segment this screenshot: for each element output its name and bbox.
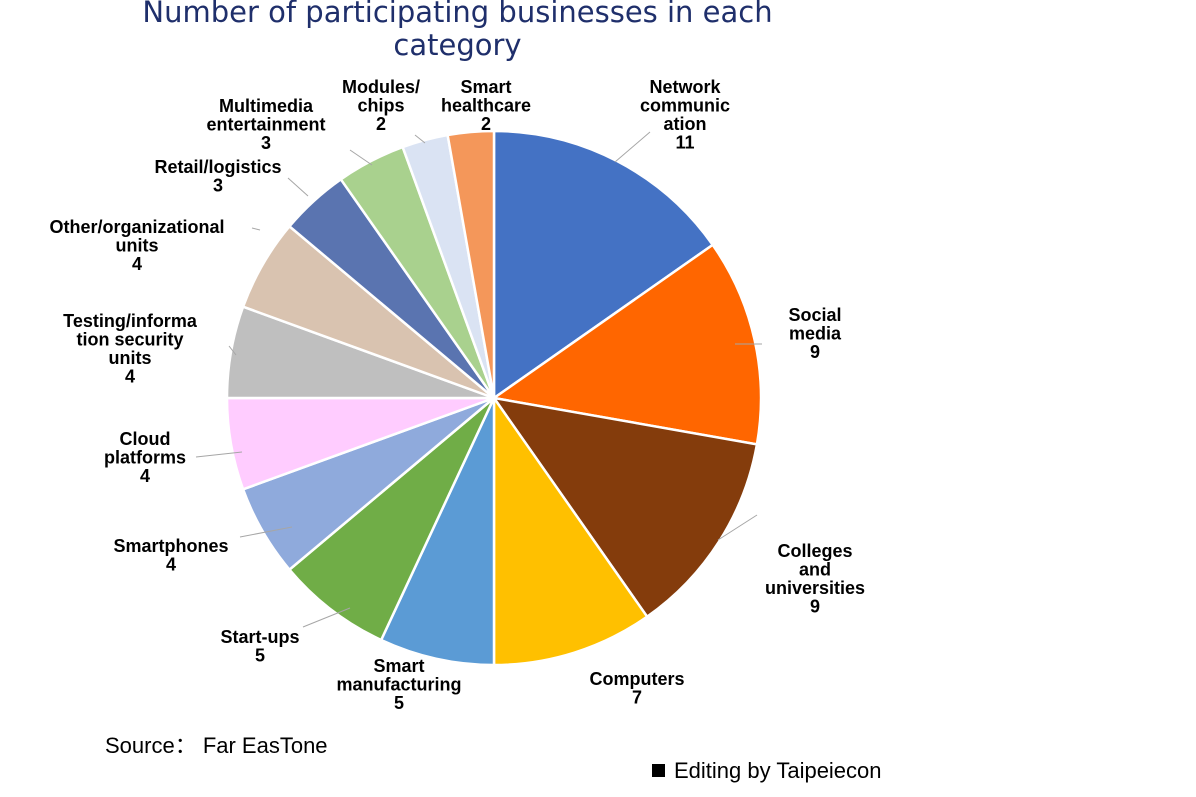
pie-slice-network-communic-ation [492, 129, 715, 401]
slice-category-label: Other/organizational [49, 217, 224, 237]
slice-value-label: 2 [481, 114, 491, 134]
pie-slices [225, 129, 763, 667]
editor-credit-text: Editing by Taipeiecon [674, 758, 882, 783]
pie-slice-social-media [490, 243, 763, 446]
slice-category-label: Multimedia [219, 96, 314, 116]
slice-label: Other/organizational units 4 [49, 217, 224, 274]
slice-category-label: Smart [460, 77, 511, 97]
leader-line [349, 149, 373, 166]
editor-credit: Editing by Taipeiecon [652, 758, 882, 784]
slice-category-label: media [789, 324, 842, 344]
slice-category-label: Retail/logistics [154, 157, 281, 177]
slice-label: Testing/informa tion security units 4 [63, 311, 198, 387]
slice-category-label: Start-ups [220, 627, 299, 647]
leader-line [614, 131, 651, 163]
leader-line [195, 451, 243, 458]
leader-line [287, 177, 309, 197]
slice-label: Colleges and universities 9 [765, 541, 865, 617]
slice-category-label: universities [765, 578, 865, 598]
slice-category-label: tion security [76, 330, 183, 350]
slice-label: Smartphones 4 [113, 536, 228, 575]
slice-category-label: ation [664, 114, 707, 134]
slice-value-label: 7 [632, 688, 642, 708]
square-bullet-icon [652, 764, 665, 777]
source-note: Source： Far EasTone [105, 733, 328, 758]
slice-category-label: Computers [589, 669, 684, 689]
leader-line [717, 514, 758, 541]
slice-label: Smart manufacturing 5 [336, 656, 461, 713]
leader-line [302, 607, 351, 628]
slice-value-label: 4 [166, 555, 176, 575]
slice-value-label: 3 [213, 176, 223, 196]
leader-line [251, 227, 261, 231]
pie-slice-smart-healthcare [446, 129, 496, 399]
slice-value-label: 4 [132, 254, 142, 274]
pie-slice-smart-manufacturing [379, 397, 496, 667]
slice-value-label: 2 [376, 114, 386, 134]
slice-category-label: Social [788, 305, 841, 325]
pie-slice-colleges-and-universities [491, 396, 759, 619]
leader-line [228, 345, 237, 356]
leader-line [414, 134, 426, 144]
slice-category-label: Testing/informa [63, 311, 198, 331]
slice-category-label: and [799, 560, 831, 580]
slice-value-label: 9 [810, 597, 820, 617]
pie-slice-start-ups [287, 397, 496, 642]
slice-category-label: communic [640, 96, 730, 116]
slice-value-label: 11 [675, 133, 694, 153]
slice-value-label: 3 [261, 133, 271, 153]
slice-category-label: healthcare [441, 96, 531, 116]
leader-lines [195, 131, 762, 628]
slice-label: Multimedia entertainment 3 [206, 96, 325, 153]
slice-value-label: 4 [140, 466, 150, 486]
slice-category-label: platforms [104, 448, 186, 468]
chart-title: Number of participating businesses in ea… [142, 0, 773, 62]
slice-category-label: manufacturing [336, 675, 461, 695]
slice-category-label: Modules/ [342, 77, 420, 97]
slice-category-label: entertainment [206, 115, 325, 135]
slice-value-label: 5 [255, 646, 265, 666]
slice-value-label: 4 [125, 367, 135, 387]
slice-label: Retail/logistics 3 [154, 157, 281, 196]
slice-category-label: Cloud [120, 429, 171, 449]
slice-category-label: Network [649, 77, 721, 97]
slice-label: Computers 7 [589, 669, 684, 708]
slice-value-label: 9 [810, 342, 820, 362]
slice-label: Smart healthcare 2 [441, 77, 531, 134]
slice-category-label: units [116, 236, 159, 256]
slice-label: Social media 9 [788, 305, 842, 362]
leader-line [239, 526, 293, 538]
slice-category-label: Smart [373, 656, 424, 676]
slice-value-label: 5 [394, 693, 404, 713]
slice-category-label: Smartphones [113, 536, 228, 556]
slice-category-label: Colleges [777, 541, 852, 561]
slice-label: Network communic ation 11 [640, 77, 730, 153]
slice-label: Modules/chips 2 [342, 77, 420, 134]
slice-label: Start-ups 5 [220, 627, 299, 666]
pie-slice-computers [492, 394, 649, 667]
slice-label: Cloud platforms 4 [104, 429, 186, 486]
slice-category-label: chips [357, 96, 404, 116]
slice-category-label: units [109, 348, 152, 368]
